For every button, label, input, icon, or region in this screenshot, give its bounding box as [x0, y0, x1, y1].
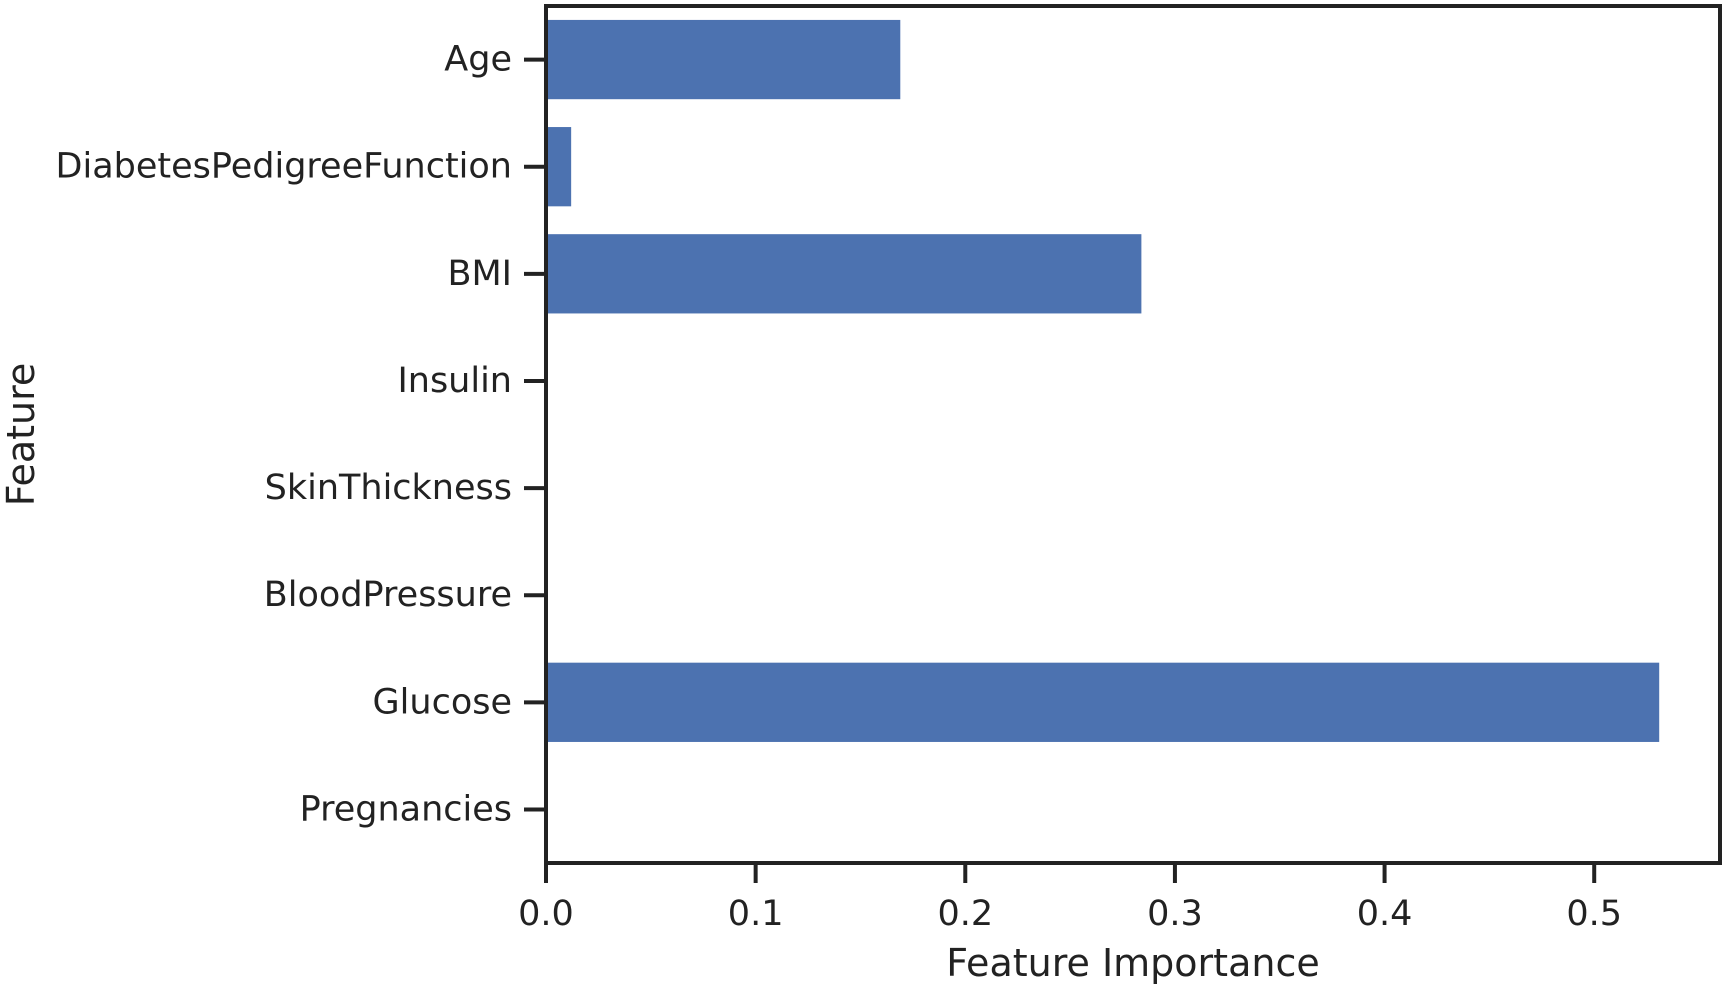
- x-tick-label: 0.1: [728, 894, 784, 934]
- y-tick-label: SkinThickness: [265, 468, 512, 508]
- y-tick-label: Glucose: [373, 682, 512, 722]
- x-tick-label: 0.2: [937, 894, 993, 934]
- bar-bmi: [546, 234, 1142, 314]
- x-tick-label: 0.3: [1147, 894, 1203, 934]
- y-axis-title: Feature: [0, 363, 43, 507]
- x-tick-label: 0.4: [1357, 894, 1413, 934]
- y-tick-label: BMI: [447, 254, 512, 294]
- plot-frame: [544, 4, 1722, 865]
- x-tick-label: 0.5: [1566, 894, 1622, 934]
- bars-layer: [546, 19, 1660, 742]
- y-axis: Pregnancies Glucose BloodPressure SkinThick…: [56, 40, 546, 829]
- y-tick-label: Insulin: [397, 361, 512, 401]
- x-tick-label: 0.0: [518, 894, 574, 934]
- bar-age: [546, 19, 901, 100]
- y-tick-label: DiabetesPedigreeFunction: [56, 147, 512, 187]
- bar-diabetespedigreefunction: [546, 127, 572, 207]
- y-tick-label: Age: [444, 40, 512, 80]
- x-axis-title: Feature Importance: [946, 941, 1319, 985]
- y-tick-label: Pregnancies: [300, 789, 512, 829]
- x-axis: 0.0 0.1 0.2 0.3 0.4 0.5: [518, 863, 1622, 934]
- y-tick-label: BloodPressure: [264, 575, 512, 615]
- bar-glucose: [546, 662, 1660, 742]
